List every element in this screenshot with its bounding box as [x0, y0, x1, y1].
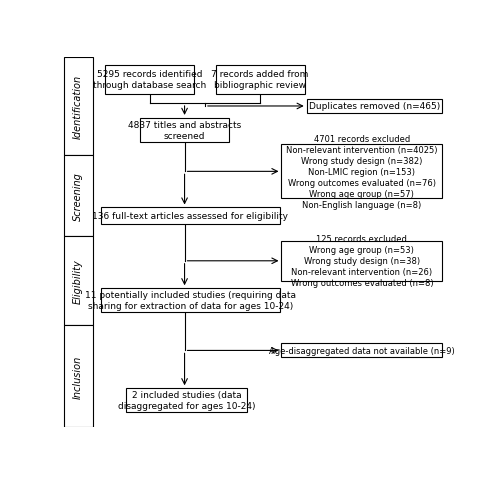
Bar: [101, 208, 280, 225]
Text: 4837 titles and abstracts
screened: 4837 titles and abstracts screened: [128, 120, 241, 141]
Bar: [306, 100, 442, 114]
Text: Eligibility: Eligibility: [73, 259, 83, 303]
Bar: [64, 237, 92, 325]
Bar: [216, 66, 304, 95]
Bar: [64, 156, 92, 237]
Bar: [64, 325, 92, 427]
Text: Inclusion: Inclusion: [73, 355, 83, 398]
Text: Duplicates removed (n=465): Duplicates removed (n=465): [309, 102, 440, 111]
Text: 11 potentially included studies (requiring data
sharing for extraction of data f: 11 potentially included studies (requiri…: [85, 290, 296, 311]
Bar: [64, 58, 92, 156]
Bar: [282, 241, 442, 281]
Text: 5295 records identified
through database search: 5295 records identified through database…: [93, 70, 206, 90]
Text: 2 included studies (data
disaggregated for ages 10-24): 2 included studies (data disaggregated f…: [118, 390, 256, 410]
Text: Identification: Identification: [73, 74, 83, 139]
Text: 136 full-text articles assessed for eligibility: 136 full-text articles assessed for elig…: [92, 212, 288, 221]
Text: Screening: Screening: [73, 172, 83, 221]
Bar: [140, 119, 229, 143]
Bar: [126, 388, 246, 412]
Text: 7 records added from
bibliographic review: 7 records added from bibliographic revie…: [212, 70, 309, 90]
Text: 125 records excluded
Wrong age group (n=53)
Wrong study design (n=38)
Non-releva: 125 records excluded Wrong age group (n=…: [290, 235, 433, 288]
Text: 4701 records excluded
Non-relevant intervention (n=4025)
Wrong study design (n=3: 4701 records excluded Non-relevant inter…: [286, 134, 438, 210]
Bar: [101, 288, 280, 312]
Text: Age-disaggregated data not available (n=9): Age-disaggregated data not available (n=…: [269, 346, 454, 355]
Bar: [282, 145, 442, 199]
Bar: [282, 344, 442, 358]
Bar: [105, 66, 194, 95]
